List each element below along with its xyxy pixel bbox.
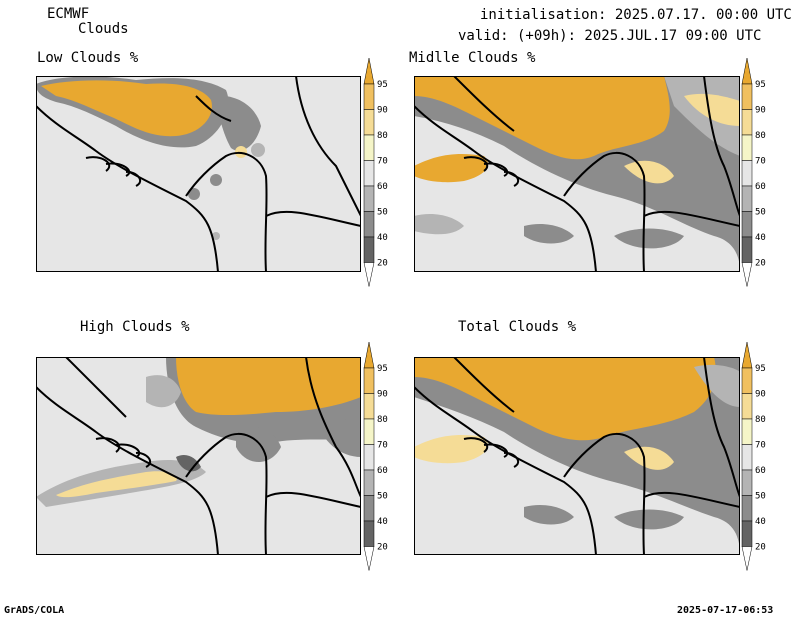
map-high-clouds [36, 357, 361, 555]
colorbar-tick-label: 50 [377, 208, 388, 218]
colorbar-bottom-triangle [741, 546, 753, 571]
colorbar-segment [363, 109, 375, 136]
map-low-clouds [36, 76, 361, 272]
panel-title-high: High Clouds % [80, 319, 190, 335]
colorbar-bottom-triangle [363, 262, 375, 287]
colorbar-tick-label: 50 [755, 208, 766, 218]
colorbar-tick-label: 40 [377, 517, 388, 527]
colorbar-top-triangle [363, 341, 375, 369]
colorbar-tick-label: 90 [377, 106, 388, 116]
colorbar-segment [363, 469, 375, 496]
colorbar-tick-label: 50 [377, 492, 388, 502]
colorbar-segment [363, 367, 375, 394]
colorbar-tick-label: 70 [377, 441, 388, 451]
colorbar-tick-label: 70 [377, 157, 388, 167]
colorbar-tick-label: 20 [755, 543, 766, 553]
colorbar-segment [741, 185, 753, 212]
colorbar-segment [363, 236, 375, 263]
colorbar-high: 95 90 80 70 60 50 40 20 [363, 341, 388, 571]
colorbar-tick-label: 95 [755, 80, 766, 90]
colorbar-segment [741, 236, 753, 263]
colorbar-segment [363, 83, 375, 110]
colorbar-tick-label: 70 [755, 157, 766, 167]
map-total-clouds [414, 357, 740, 555]
colorbar-segment [363, 495, 375, 522]
map-middle-clouds [414, 76, 740, 272]
colorbar-segment [363, 160, 375, 187]
colorbar-segment [741, 495, 753, 522]
colorbar-segment [741, 83, 753, 110]
colorbar-top-triangle [741, 57, 753, 85]
colorbar-tick-label: 80 [755, 131, 766, 141]
colorbar-tick-label: 20 [755, 259, 766, 269]
colorbar-middle: 95 90 80 70 60 50 40 20 [741, 57, 766, 287]
colorbar-tick-label: 50 [755, 492, 766, 502]
colorbar-tick-label: 80 [377, 131, 388, 141]
valid-time: valid: (+09h): 2025.JUL.17 09:00 UTC [458, 28, 762, 44]
colorbar-tick-label: 60 [377, 466, 388, 476]
colorbar-tick-label: 90 [755, 106, 766, 116]
colorbar-tick-label: 90 [377, 390, 388, 400]
colorbar-tick-label: 60 [377, 182, 388, 192]
colorbar-segment [363, 185, 375, 212]
colorbar-segment [741, 520, 753, 547]
colorbar-segment [363, 418, 375, 445]
colorbar-tick-label: 95 [755, 364, 766, 374]
colorbar-segment [741, 418, 753, 445]
colorbar-tick-label: 70 [755, 441, 766, 451]
colorbar-low: 95 90 80 70 60 50 40 20 [363, 57, 388, 287]
colorbar-segment [741, 393, 753, 420]
panel-title-low: Low Clouds % [37, 50, 139, 66]
colorbar-tick-label: 60 [755, 182, 766, 192]
colorbar-tick-label: 90 [755, 390, 766, 400]
colorbar-bottom-triangle [741, 262, 753, 287]
init-time: initialisation: 2025.07.17. 00:00 UTC [480, 7, 792, 23]
colorbar-segment [741, 109, 753, 136]
colorbar-segment [741, 444, 753, 471]
colorbar-segment [741, 367, 753, 394]
model-name: ECMWF [47, 6, 90, 22]
colorbar-tick-label: 95 [377, 80, 388, 90]
colorbar-segment [741, 134, 753, 161]
colorbar-total: 95 90 80 70 60 50 40 20 [741, 341, 766, 571]
colorbar-tick-label: 60 [755, 466, 766, 476]
colorbar-bottom-triangle [363, 546, 375, 571]
panel-title-total: Total Clouds % [458, 319, 577, 335]
colorbar-segment [741, 469, 753, 496]
colorbar-segment [363, 393, 375, 420]
colorbar-segment [741, 160, 753, 187]
colorbar-tick-label: 40 [377, 233, 388, 243]
product-name: Clouds [78, 21, 129, 37]
colorbar-tick-label: 20 [377, 543, 388, 553]
colorbar-tick-label: 20 [377, 259, 388, 269]
footer-software: GrADS/COLA [4, 605, 65, 616]
colorbar-tick-label: 40 [755, 233, 766, 243]
colorbar-tick-label: 95 [377, 364, 388, 374]
panel-title-middle: Midlle Clouds % [409, 50, 536, 66]
colorbar-segment [363, 520, 375, 547]
footer-timestamp: 2025-07-17-06:53 [677, 605, 774, 616]
colorbar-segment [741, 211, 753, 238]
colorbar-top-triangle [363, 57, 375, 85]
colorbar-segment [363, 134, 375, 161]
colorbar-tick-label: 80 [377, 415, 388, 425]
colorbar-top-triangle [741, 341, 753, 369]
colorbar-tick-label: 80 [755, 415, 766, 425]
colorbar-segment [363, 444, 375, 471]
colorbar-tick-label: 40 [755, 517, 766, 527]
colorbar-segment [363, 211, 375, 238]
